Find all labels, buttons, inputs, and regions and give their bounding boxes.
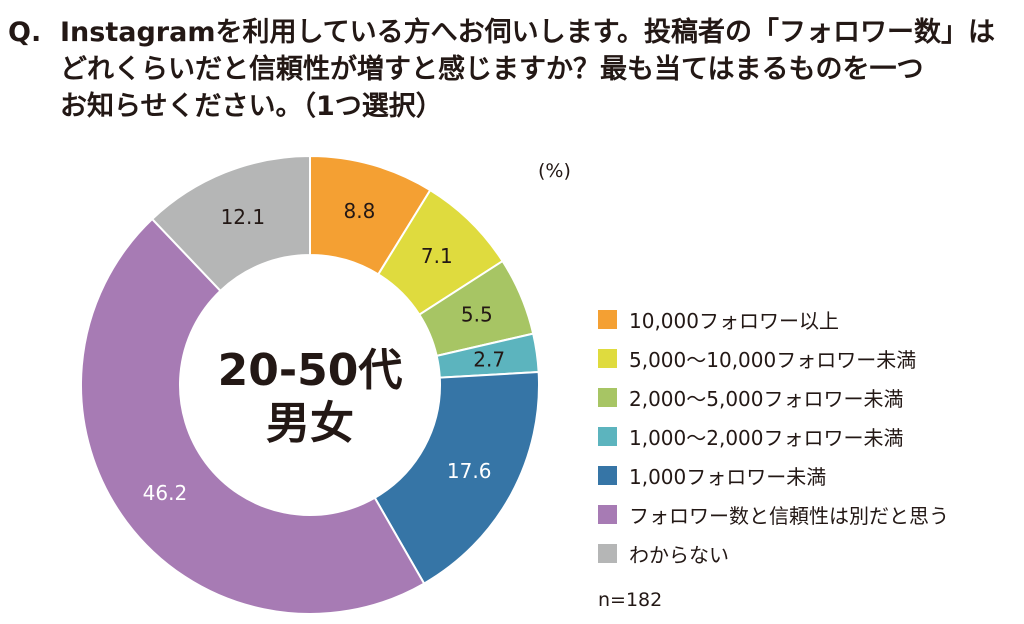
legend-swatch <box>598 544 617 563</box>
legend-label: 1,000～2,000フォロワー未満 <box>629 426 904 450</box>
legend-item-1: 10,000フォロワー以上 <box>598 300 949 339</box>
legend-item-3: 2,000～5,000フォロワー未満 <box>598 378 949 417</box>
legend: 10,000フォロワー以上 5,000～10,000フォロワー未満 2,000～5,… <box>598 300 949 573</box>
donut-value-labels: 8.8 7.1 5.5 2.7 17.6 46.2 12.1 <box>143 199 505 505</box>
center-label-line-2: 男女 <box>266 398 354 449</box>
legend-label: 1,000フォロワー未満 <box>629 465 827 489</box>
slice-value-label-2: 7.1 <box>421 244 453 268</box>
slice-value-label-6: 46.2 <box>143 481 188 505</box>
donut-slices <box>80 154 540 615</box>
legend-swatch <box>598 427 617 446</box>
legend-swatch <box>598 310 617 329</box>
question-line-3: お知らせください。（1つ選択） <box>60 91 443 122</box>
unit-label: (%) <box>538 160 571 182</box>
question-line-1: Instagramを利用している方へお伺いします。投稿者の「フォロワー数」は <box>60 17 995 48</box>
slice-value-label-1: 8.8 <box>343 199 375 223</box>
legend-swatch <box>598 466 617 485</box>
slice-value-label-5: 17.6 <box>447 459 492 483</box>
legend-label: 5,000～10,000フォロワー未満 <box>629 348 917 372</box>
donut-slice-5 <box>373 371 540 585</box>
legend-item-6: フォロワー数と信頼性は別だと思う <box>598 495 949 534</box>
legend-label: フォロワー数と信頼性は別だと思う <box>629 504 949 528</box>
slice-value-label-7: 12.1 <box>221 205 266 229</box>
question-text: Instagramを利用している方へお伺いします。投稿者の「フォロワー数」は ど… <box>60 14 1010 125</box>
legend-swatch <box>598 349 617 368</box>
question-line-2: どれくらいだと信頼性が増すと感じますか？最も当てはまるものを一つ <box>60 54 924 85</box>
donut-slice-6 <box>80 217 426 615</box>
legend-item-7: わからない <box>598 534 949 573</box>
question-marker: Q. <box>8 17 42 48</box>
legend-swatch <box>598 388 617 407</box>
legend-item-2: 5,000～10,000フォロワー未満 <box>598 339 949 378</box>
slice-value-label-4: 2.7 <box>473 347 505 371</box>
legend-item-5: 1,000フォロワー未満 <box>598 456 949 495</box>
legend-swatch <box>598 505 617 524</box>
legend-label: 2,000～5,000フォロワー未満 <box>629 387 904 411</box>
donut-slice-7 <box>150 154 311 293</box>
sample-size: n=182 <box>598 589 663 611</box>
legend-label: 10,000フォロワー以上 <box>629 309 839 333</box>
center-label-line-1: 20-50代 <box>218 345 403 396</box>
legend-label: わからない <box>629 543 729 567</box>
legend-item-4: 1,000～2,000フォロワー未満 <box>598 417 949 456</box>
slice-value-label-3: 5.5 <box>461 303 493 327</box>
